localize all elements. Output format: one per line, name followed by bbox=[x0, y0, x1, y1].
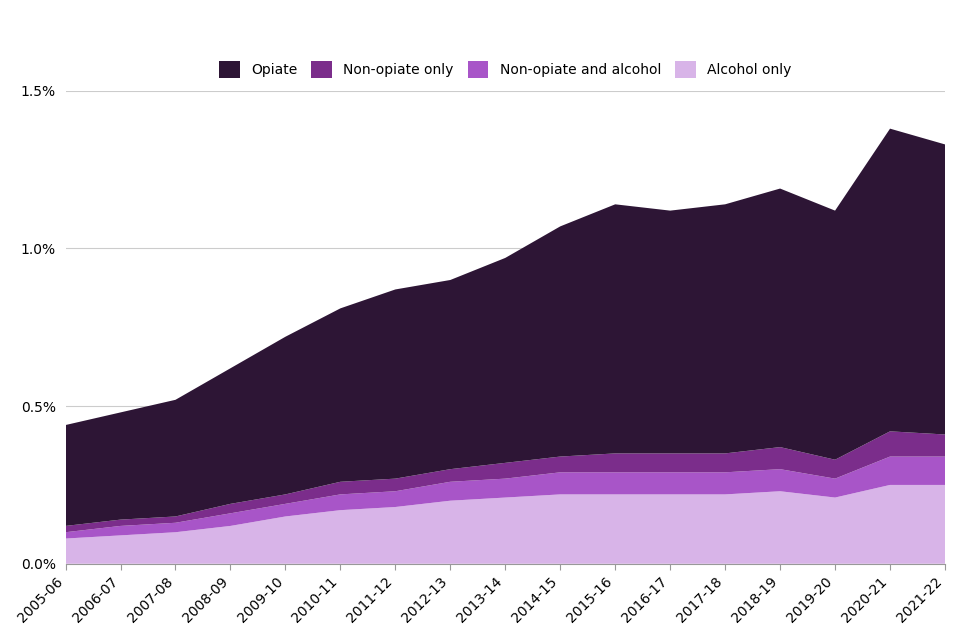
Legend: Opiate, Non-opiate only, Non-opiate and alcohol, Alcohol only: Opiate, Non-opiate only, Non-opiate and … bbox=[214, 55, 797, 83]
